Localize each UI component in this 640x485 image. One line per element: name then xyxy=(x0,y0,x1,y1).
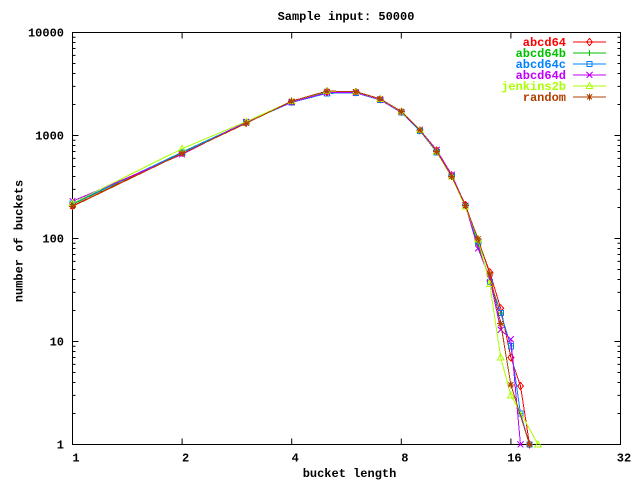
svg-text:1: 1 xyxy=(57,439,64,453)
svg-text:abcd64c: abcd64c xyxy=(516,58,566,72)
svg-text:abcd64b: abcd64b xyxy=(516,47,566,61)
svg-text:32: 32 xyxy=(617,452,631,466)
svg-text:jenkins2b: jenkins2b xyxy=(501,80,566,94)
svg-text:4: 4 xyxy=(292,452,299,466)
svg-text:number of buckets: number of buckets xyxy=(13,180,27,302)
svg-text:10: 10 xyxy=(50,336,64,350)
svg-text:8: 8 xyxy=(401,452,408,466)
svg-text:100: 100 xyxy=(42,233,64,247)
svg-text:Sample input: 50000: Sample input: 50000 xyxy=(278,10,415,24)
svg-text:random: random xyxy=(523,91,566,105)
svg-text:bucket length: bucket length xyxy=(303,467,397,480)
svg-text:1: 1 xyxy=(72,452,79,466)
svg-text:10000: 10000 xyxy=(28,27,64,41)
svg-text:16: 16 xyxy=(507,452,521,466)
svg-text:1000: 1000 xyxy=(35,130,64,144)
svg-text:2: 2 xyxy=(182,452,189,466)
svg-text:abcd64d: abcd64d xyxy=(516,69,566,83)
svg-text:abcd64: abcd64 xyxy=(523,36,566,50)
